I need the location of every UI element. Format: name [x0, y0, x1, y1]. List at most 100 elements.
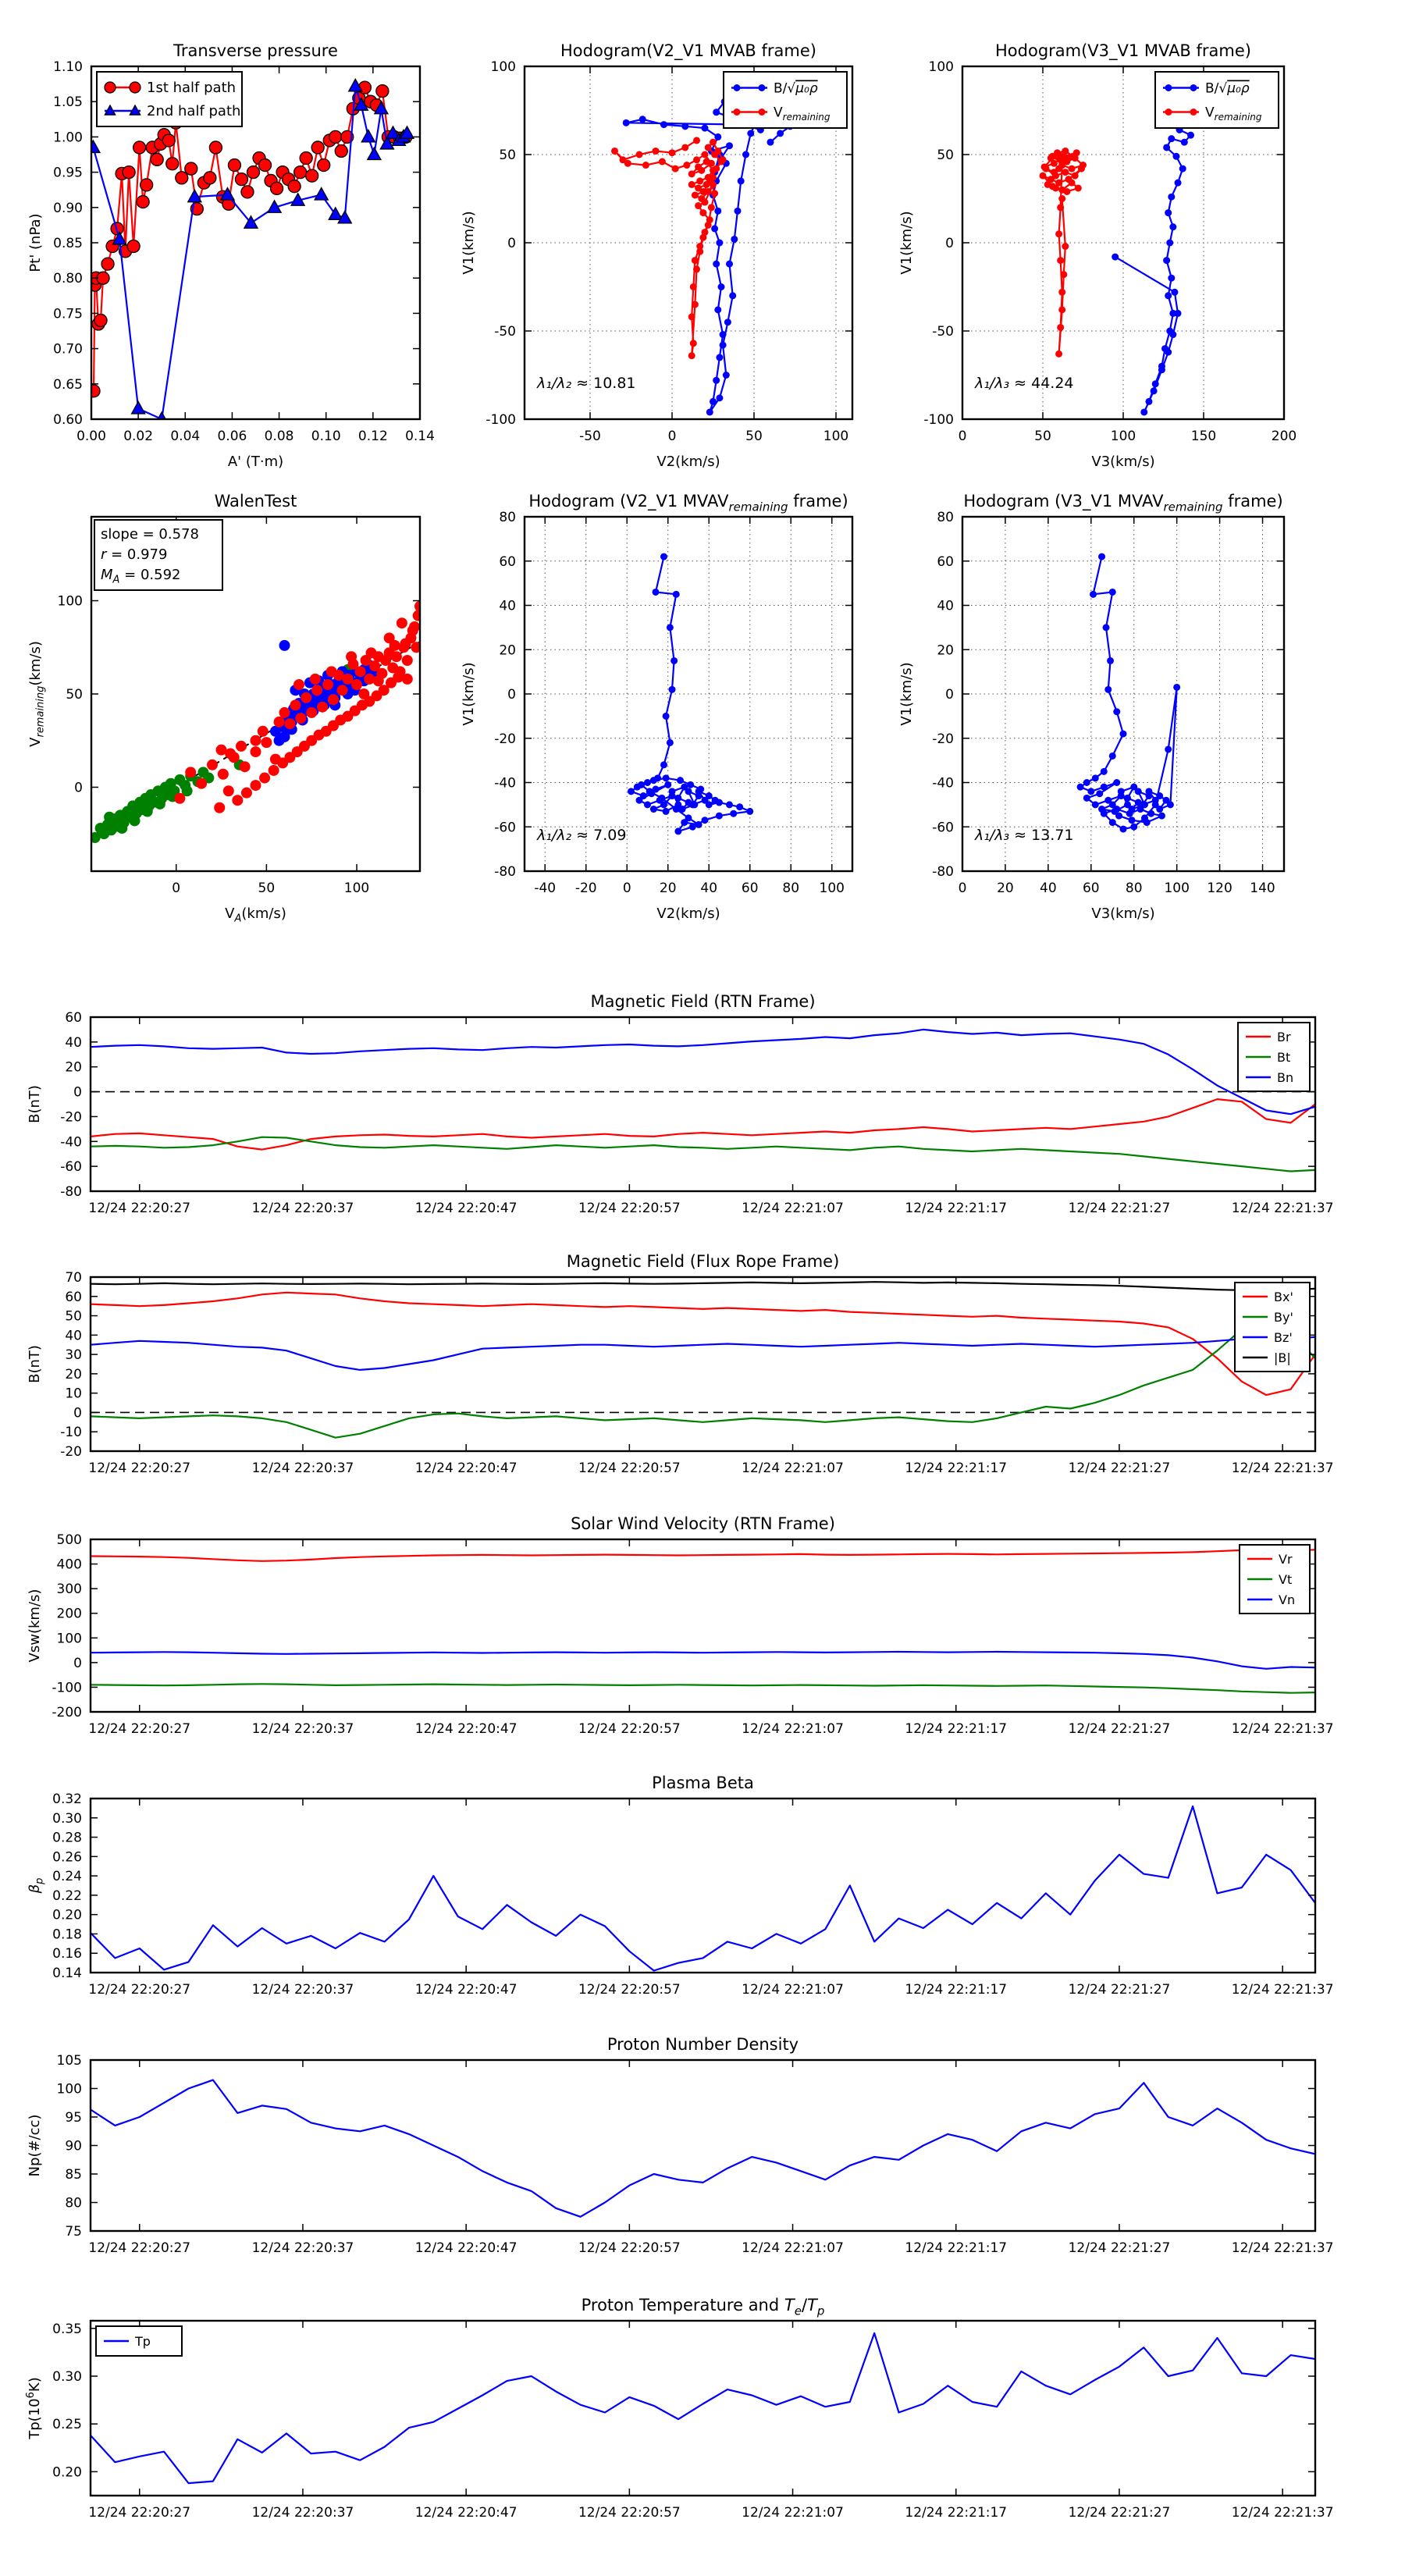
marker-dot — [719, 156, 727, 164]
marker-circle — [175, 171, 189, 185]
x-tick-label: 12/24 22:20:27 — [88, 1982, 190, 1998]
marker-dot — [705, 801, 713, 809]
marker-triangle — [361, 129, 376, 143]
x-tick-label: 12/24 22:20:47 — [415, 2240, 518, 2256]
marker-dot — [1039, 172, 1047, 180]
x-tick-label: 12/24 22:21:27 — [1069, 1982, 1171, 1998]
marker-circle — [136, 194, 150, 209]
marker-dot — [1077, 165, 1085, 173]
marker-dot — [662, 712, 670, 720]
series-Vn — [91, 1650, 1315, 1670]
x-tick-label: 12/24 22:20:47 — [415, 1721, 518, 1737]
plot-hodogram-v2v1-mvab: -50 0 50 100 -100 -50 0 50 100 Hodogram(V2_V1 MVA… — [461, 41, 854, 470]
marker-dot — [1143, 819, 1151, 827]
marker-dot — [1169, 309, 1177, 317]
marker-dot — [693, 156, 700, 164]
y-tick-label: 0.20 — [52, 1908, 82, 1923]
marker-dot — [1096, 790, 1104, 798]
marker-circle — [240, 185, 254, 199]
marker-dot — [1063, 187, 1071, 195]
y-tick-label: 0 — [945, 687, 954, 703]
marker-dot — [731, 235, 738, 243]
y-tick-label: 0 — [74, 780, 83, 795]
marker-dot — [688, 170, 695, 178]
marker-dot — [1050, 159, 1058, 167]
marker-dot — [685, 788, 692, 795]
marker-dot — [747, 130, 755, 137]
marker-dot — [711, 190, 719, 197]
x-tick-label: 12/24 22:21:37 — [1232, 1461, 1334, 1476]
y-tick-label: 0 — [73, 1405, 82, 1421]
marker-circle — [101, 257, 115, 271]
marker-dot — [702, 158, 710, 165]
marker-dot — [1107, 656, 1115, 664]
y-tick-label: 0.22 — [52, 1888, 82, 1904]
marker-dot — [1147, 809, 1155, 817]
marker-dot — [678, 806, 686, 813]
y-tick-label: -100 — [52, 1680, 82, 1695]
y-tick-label: 50 — [65, 1309, 82, 1325]
marker-triangle — [379, 136, 395, 150]
y-tick-label: 0.30 — [52, 2369, 82, 2385]
x-tick-label: 0 — [959, 429, 967, 444]
x-tick-label: 12/24 22:20:37 — [252, 2505, 354, 2521]
series-Tp — [91, 2332, 1315, 2485]
y-tick-label: 0.70 — [53, 342, 83, 358]
marker-dot — [1123, 801, 1131, 809]
x-tick-label: 20 — [997, 881, 1014, 896]
marker-dot — [1058, 288, 1066, 296]
marker-circle — [305, 169, 319, 183]
plot-hodogram-v3v1-mvav: 0 20 40 60 80 100 120 140 -80 -60 -40 -20 0 20 40 60 80 H… — [898, 492, 1286, 922]
marker-dot — [1058, 306, 1066, 314]
marker-dot — [695, 163, 702, 171]
marker-dot — [1165, 84, 1172, 91]
x-tick-label: 40 — [700, 881, 717, 896]
marker-dot — [695, 184, 702, 192]
plot-title: Transverse pressure — [173, 41, 338, 60]
ticks: 12/24 22:20:27 12/24 22:20:37 12/24 22:20:… — [52, 2321, 1334, 2521]
y-tick-label: -20 — [60, 1444, 82, 1460]
series-Vr — [91, 1548, 1315, 1562]
marker-dot — [644, 801, 651, 809]
marker-dot — [1169, 223, 1177, 231]
marker-circle — [165, 157, 180, 171]
y-tick-label: -40 — [60, 1134, 82, 1150]
marker-dot — [716, 394, 724, 402]
x-tick-label: 12/24 22:21:37 — [1232, 1982, 1334, 1998]
marker-scatter — [346, 651, 357, 663]
plot-b-rtn: 12/24 22:20:27 12/24 22:20:37 12/24 22:20:… — [27, 992, 1334, 1216]
x-tick-label: 100 — [823, 429, 848, 444]
marker-dot — [1151, 801, 1159, 809]
x-tick-label: 12/24 22:21:17 — [905, 1982, 1007, 1998]
marker-dot — [1058, 159, 1066, 167]
y-tick-label: 0.35 — [52, 2322, 82, 2337]
x-tick-label: 12/24 22:21:27 — [1069, 2505, 1171, 2521]
marker-dot — [706, 408, 713, 416]
marker-triangle — [290, 192, 306, 206]
plot-proton-density: 12/24 22:20:27 12/24 22:20:37 12/24 22:20:… — [27, 2035, 1334, 2256]
marker-dot — [733, 84, 741, 91]
marker-dot — [1158, 366, 1165, 374]
y-tick-label: 20 — [499, 642, 516, 658]
marker-scatter — [206, 759, 218, 770]
marker-scatter — [279, 639, 290, 651]
x-tick-label: 50 — [258, 881, 276, 896]
x-tick-label: -20 — [575, 881, 597, 896]
marker-dot — [702, 180, 710, 188]
marker-scatter — [412, 610, 420, 621]
marker-dot — [666, 738, 674, 746]
plot-b-flux-rope: 12/24 22:20:27 12/24 22:20:37 12/24 22:20:… — [27, 1252, 1334, 1476]
x-tick-label: 12/24 22:21:27 — [1069, 1721, 1171, 1737]
x-tick-label: 120 — [1207, 881, 1232, 896]
marker-triangle — [112, 231, 127, 245]
marker-circle — [287, 180, 301, 194]
marker-dot — [1165, 209, 1172, 217]
marker-dot — [687, 781, 695, 788]
x-tick-label: 12/24 22:21:37 — [1232, 1201, 1334, 1216]
x-tick-label: 12/24 22:20:37 — [252, 1461, 354, 1476]
marker-scatter — [365, 647, 377, 659]
plot-title: Hodogram(V2_V1 MVAB frame) — [560, 41, 816, 61]
marker-dot — [1150, 387, 1158, 395]
y-tick-label: 0.32 — [52, 1791, 82, 1807]
